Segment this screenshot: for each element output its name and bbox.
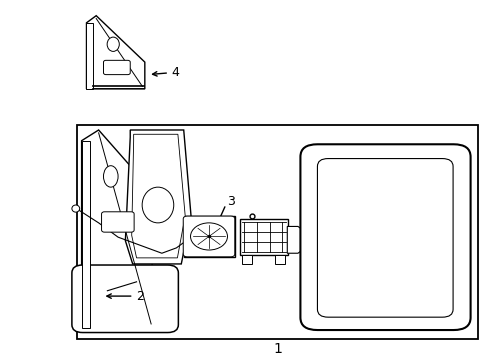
Ellipse shape	[72, 205, 80, 212]
Text: 4: 4	[171, 66, 179, 79]
Polygon shape	[86, 23, 93, 89]
Ellipse shape	[103, 166, 118, 187]
Polygon shape	[287, 226, 305, 253]
Text: 1: 1	[273, 342, 282, 356]
Polygon shape	[81, 141, 90, 328]
Bar	[274, 255, 285, 264]
Bar	[239, 219, 287, 255]
Bar	[241, 255, 252, 264]
Ellipse shape	[142, 187, 173, 223]
FancyBboxPatch shape	[300, 144, 469, 330]
Bar	[77, 125, 477, 339]
Bar	[183, 216, 234, 257]
Polygon shape	[86, 16, 144, 89]
FancyBboxPatch shape	[103, 60, 130, 75]
Polygon shape	[125, 130, 191, 264]
Polygon shape	[81, 130, 152, 328]
FancyBboxPatch shape	[183, 216, 234, 257]
FancyBboxPatch shape	[72, 265, 178, 333]
Ellipse shape	[107, 37, 119, 51]
Circle shape	[190, 223, 227, 250]
FancyBboxPatch shape	[102, 212, 134, 232]
FancyBboxPatch shape	[317, 158, 452, 317]
Text: 2: 2	[136, 289, 144, 303]
Text: 3: 3	[226, 195, 234, 208]
Polygon shape	[131, 134, 185, 258]
